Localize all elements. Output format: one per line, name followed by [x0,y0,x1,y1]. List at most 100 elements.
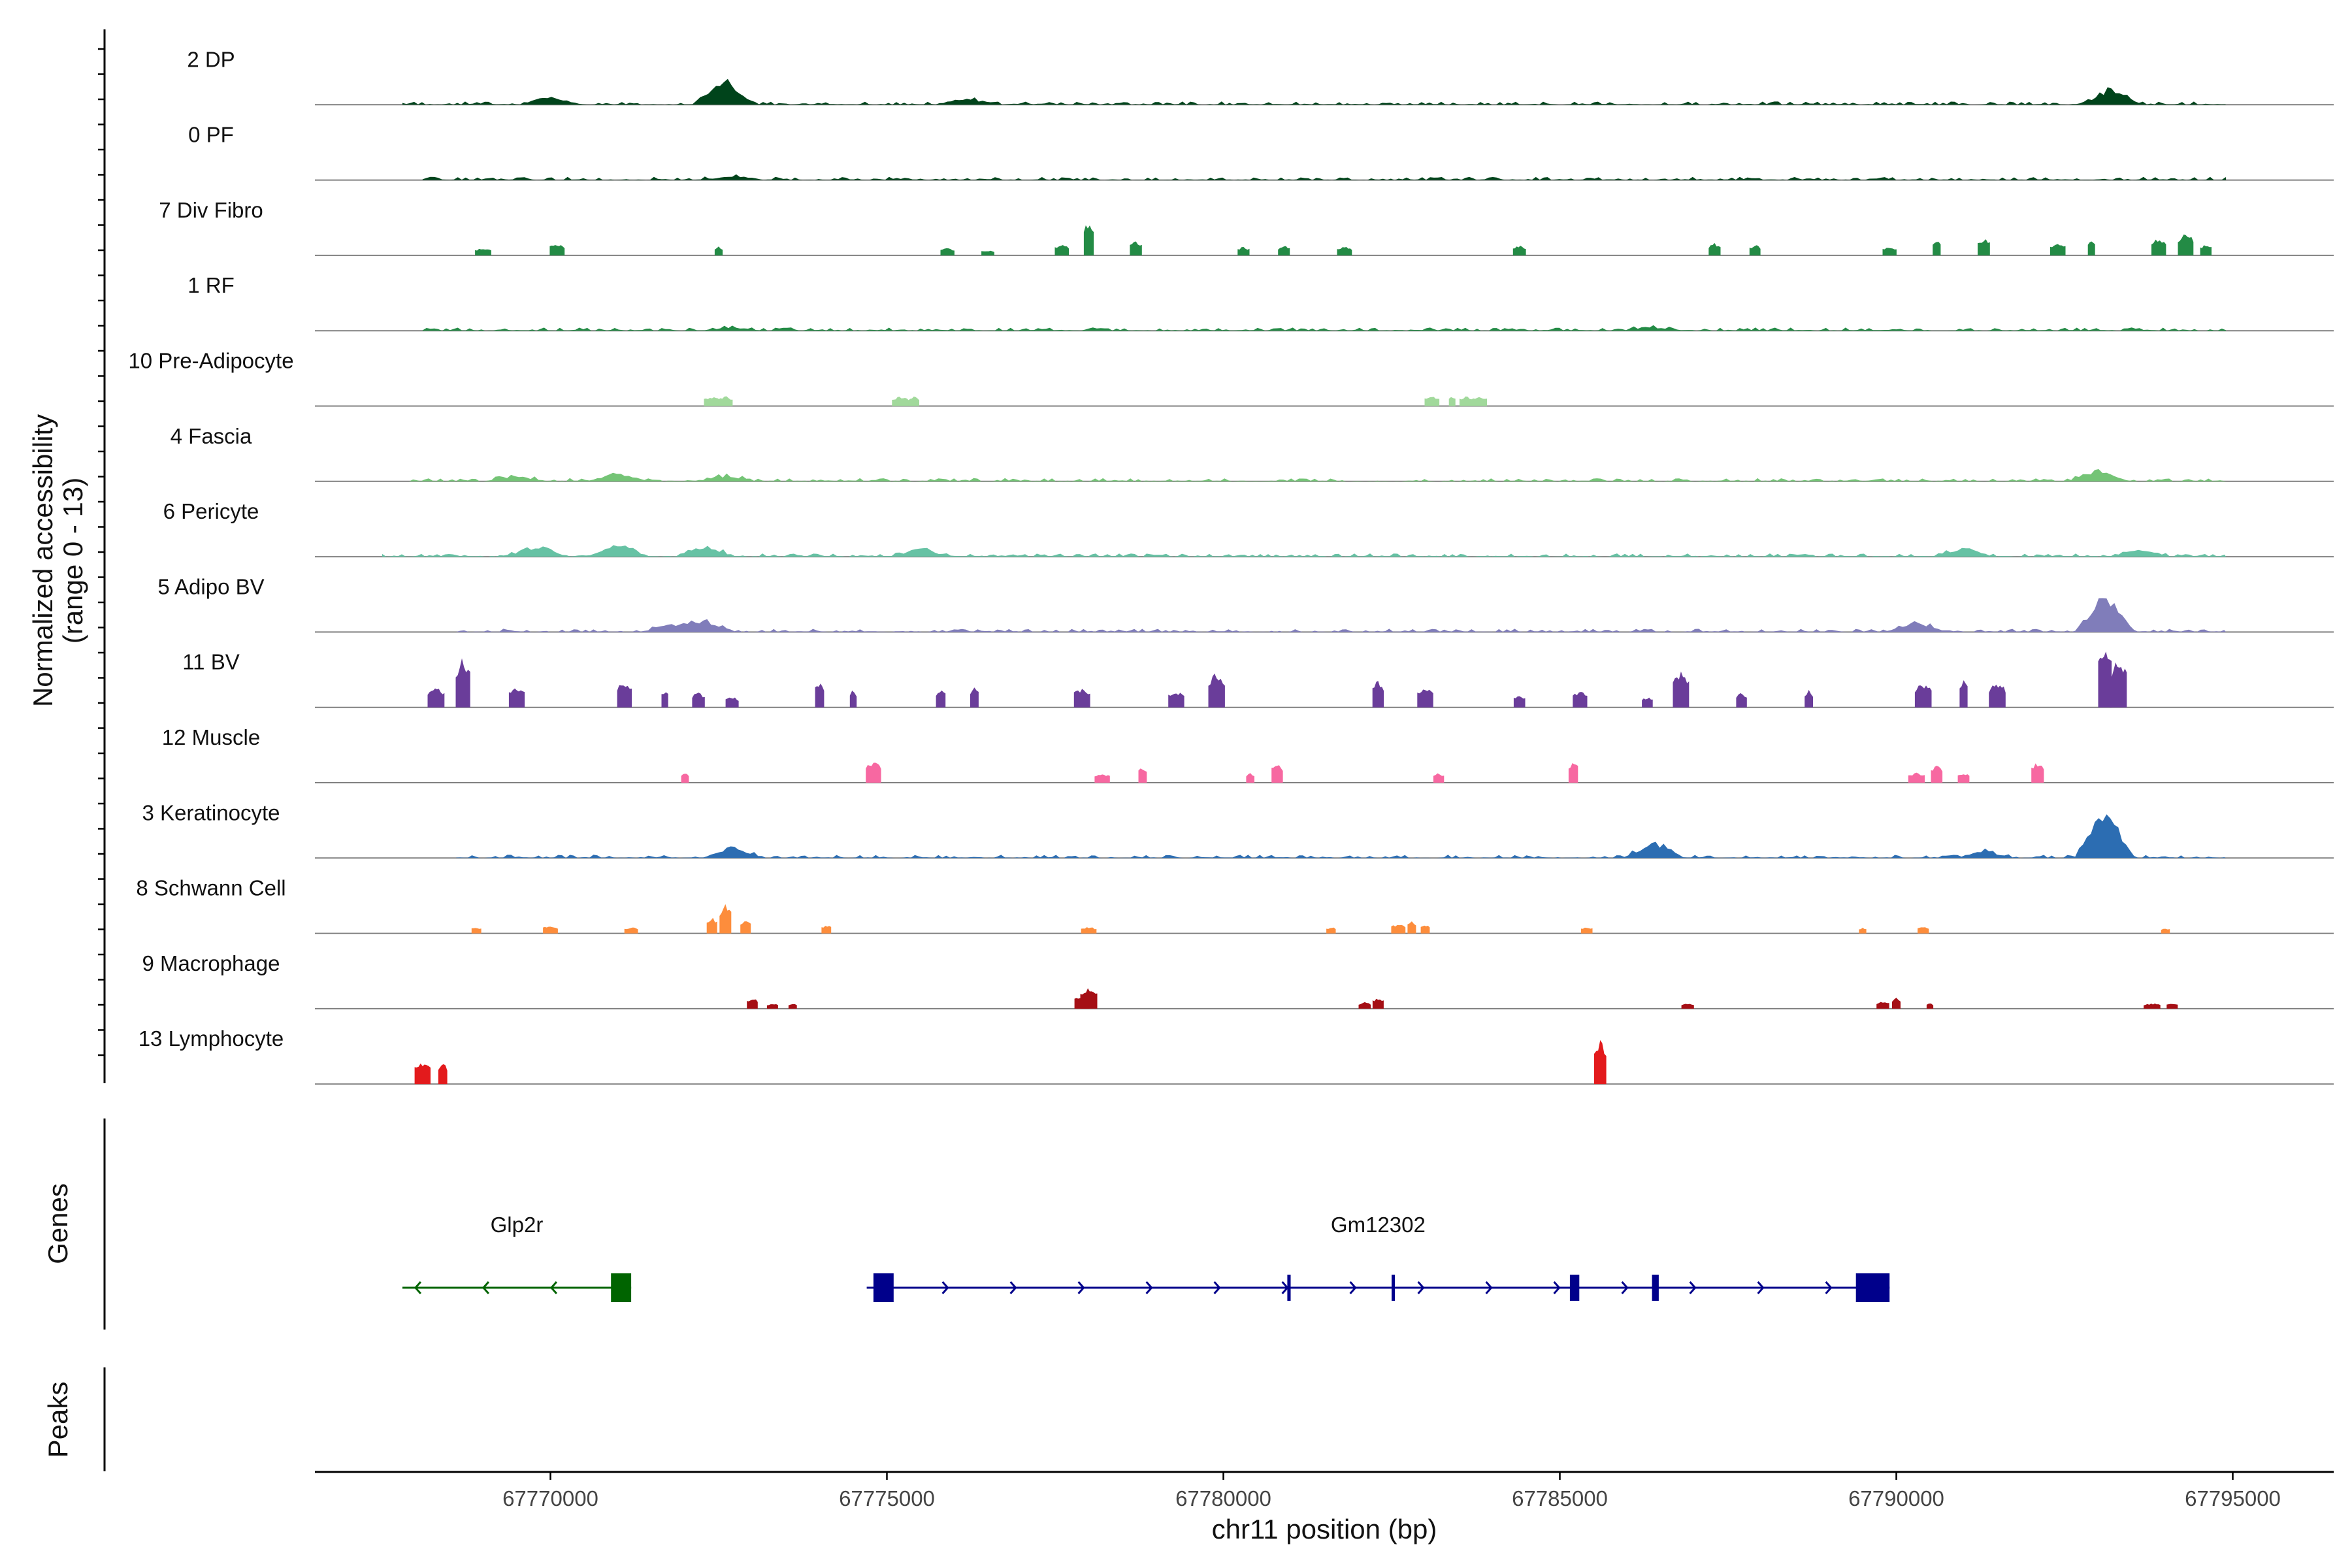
x-tick-label: 67790000 [1848,1486,1944,1511]
track-9: 12 Muscle [162,725,2334,783]
x-tick-label: 67770000 [502,1486,598,1511]
coverage-peak [1594,1040,1607,1085]
coverage-peak [981,250,994,255]
coverage-peak [1407,921,1416,934]
coverage-peak [1433,773,1445,783]
strand-arrow [482,1281,490,1294]
coverage-peak [1459,396,1472,406]
coverage-peak [725,697,739,708]
coverage-peak [1512,246,1526,255]
strand-arrow [1213,1281,1221,1294]
track-13: 13 Lymphocyte [139,1026,2334,1085]
strand-arrow [1825,1281,1833,1294]
coverage-peak [1673,671,1690,708]
coverage-peak [849,691,857,708]
coverage-peak [766,1004,778,1009]
coverage-peak [427,688,445,708]
track-0: 2 DP [187,47,2334,106]
track-6: 6 Pericyte [163,499,2334,558]
x-axis-label: chr11 position (bp) [1212,1514,1437,1544]
coverage-area [456,814,2227,858]
coverage-peak [2087,241,2095,255]
coverage-peak [508,688,525,708]
coverage-peak [543,926,558,934]
gene-annotations: Glp2r Gm12302 [402,1213,1890,1302]
strand-arrow [1757,1281,1765,1294]
coverage-peak [1957,774,1970,783]
y-axis-label-line1: Normalized accessibility [27,414,58,707]
coverage-peak [2050,244,2066,255]
coverage-peak [1914,685,1932,708]
coverage-peak [821,926,832,934]
coverage-peak [970,687,979,708]
track-label: 12 Muscle [162,725,260,749]
track-5: 4 Fascia [171,424,2334,482]
x-axis-ticks: 67770000 67775000 67780000 67785000 67790000… [502,1472,2281,1511]
coverage-area [382,545,2227,557]
coverage-peak [1908,772,1925,783]
coverage-peak [1989,685,2006,708]
gene-exon [1855,1273,1890,1302]
coverage-peak [1978,239,1990,255]
track-10: 3 Keratinocyte [142,800,2334,859]
coverage-peak [624,927,638,934]
coverage-peak [1926,1004,1934,1009]
coverage-peak [1933,242,1941,255]
strand-arrow [549,1281,558,1294]
strand-arrow [1553,1281,1561,1294]
coverage-peak [2144,1004,2161,1009]
coverage-peak [1420,925,1430,934]
coverage-peak [706,917,717,934]
track-7: 5 Adipo BV [157,574,2334,633]
coverage-area [456,598,2227,632]
gene-label: Gm12302 [1331,1213,1426,1237]
coverage-peak [549,245,565,255]
coverage-peak [1326,927,1336,934]
coverage-peak [1130,241,1142,255]
gene-Glp2r: Glp2r [402,1213,632,1302]
gene-exon [1652,1275,1659,1301]
coverage-peak [2200,245,2212,255]
coverage-peak [475,248,491,255]
strand-arrow [1349,1281,1357,1294]
coverage-peak [1859,928,1867,934]
coverage-peak [661,692,668,708]
x-tick-label: 67795000 [2185,1486,2281,1511]
track-label: 6 Pericyte [163,499,259,523]
track-label: 10 Pre-Adipocyte [128,349,293,373]
coverage-area [402,78,2227,105]
coverage-peak [1372,681,1384,708]
gene-Gm12302: Gm12302 [866,1213,1890,1302]
track-2: 7 Div Fibro [159,198,2334,256]
coverage-peak [1168,693,1184,708]
coverage-peak [714,246,723,255]
track-label: 1 RF [188,273,235,297]
coverage-peak [1448,397,1456,406]
coverage-peak [2098,651,2112,708]
coverage-peak [1918,927,1929,934]
coverage-peak [617,685,632,708]
coverage-peak [1736,693,1747,708]
track-label: 8 Schwann Cell [136,876,286,900]
coverage-peak [1358,1002,1371,1009]
coverage-peak [1208,673,1225,708]
coverage-peak [1573,692,1588,708]
coverage-tracks: 2 DP 0 PF 7 Div Fibro 1 RF 10 Pre-Adipocyte 4… [128,47,2334,1085]
coverage-peak [1271,765,1283,783]
coverage-peak [1080,988,1098,1009]
track-3: 1 RF [188,273,2334,332]
track-label: 13 Lymphocyte [139,1026,284,1051]
strand-arrow [414,1281,422,1294]
coverage-peak [718,396,733,406]
coverage-peak [740,921,751,934]
coverage-peak [1580,927,1593,934]
coverage-peak [1568,763,1578,783]
coverage-peak [892,397,909,406]
track-12: 9 Macrophage [142,951,2334,1009]
track-label: 2 DP [187,47,235,71]
gene-exon [1392,1275,1395,1301]
x-tick-label: 67785000 [1512,1486,1608,1511]
coverage-peak [1138,768,1147,783]
coverage-peak [2031,763,2044,783]
